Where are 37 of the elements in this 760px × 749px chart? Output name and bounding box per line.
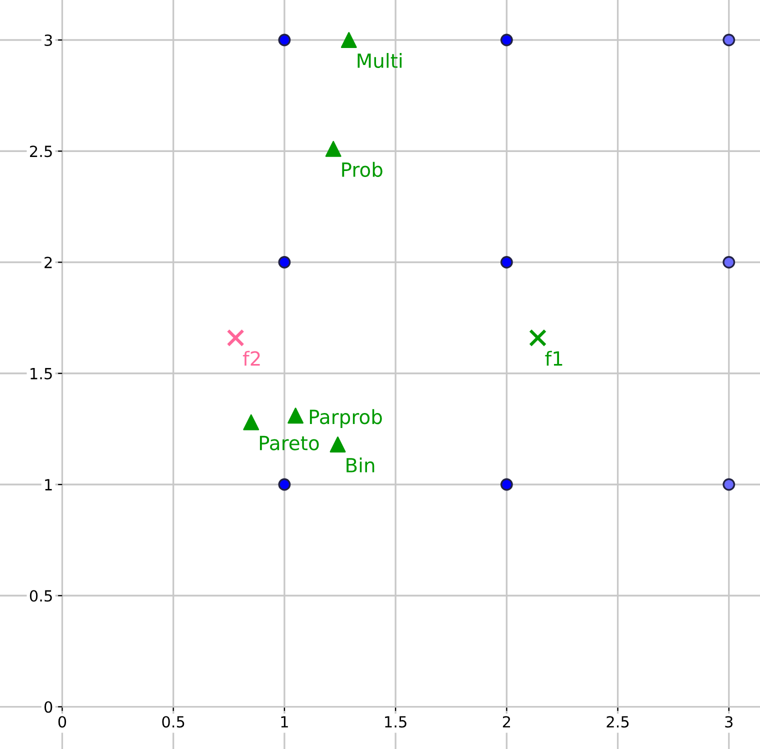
point: [278, 256, 291, 268]
point: [340, 32, 357, 48]
point: [500, 478, 513, 491]
y-tick-label: 3: [44, 34, 52, 46]
y-tick-label: 2.5: [30, 146, 52, 158]
x-tick-label: 2: [502, 716, 510, 728]
x-tick-label: 1.5: [385, 716, 406, 728]
x-tick-label: 1: [281, 716, 288, 728]
point: [722, 256, 736, 268]
x-tick-label: 3: [725, 716, 733, 728]
point: [278, 34, 291, 46]
y-tick-label: 2: [44, 256, 52, 268]
x-tick-label: 2.5: [606, 716, 629, 728]
point: [325, 140, 342, 157]
point: [528, 329, 547, 347]
series-label: Parprob: [310, 409, 382, 428]
point: [278, 478, 291, 491]
series-label: Multi: [358, 53, 402, 68]
series-label: f2: [242, 350, 260, 366]
point: [288, 408, 304, 424]
point: [330, 436, 346, 452]
point: [722, 34, 736, 46]
point: [226, 329, 244, 347]
series-label: Pareto: [260, 436, 319, 450]
y-tick-label: 1.5: [30, 368, 52, 380]
y-tick-label: 1: [45, 479, 52, 490]
series-label: Prob: [342, 162, 382, 177]
x-tick-label: 0.5: [162, 716, 184, 728]
x-tick-label: 0: [58, 716, 66, 728]
y-tick-label: 0: [44, 701, 52, 713]
point: [500, 256, 513, 268]
point: [243, 414, 260, 430]
series-label: Bin: [346, 458, 374, 472]
point: [722, 478, 736, 491]
series-label: f1: [545, 350, 562, 366]
y-tick-label: 0.5: [30, 590, 52, 602]
point: [500, 34, 513, 46]
